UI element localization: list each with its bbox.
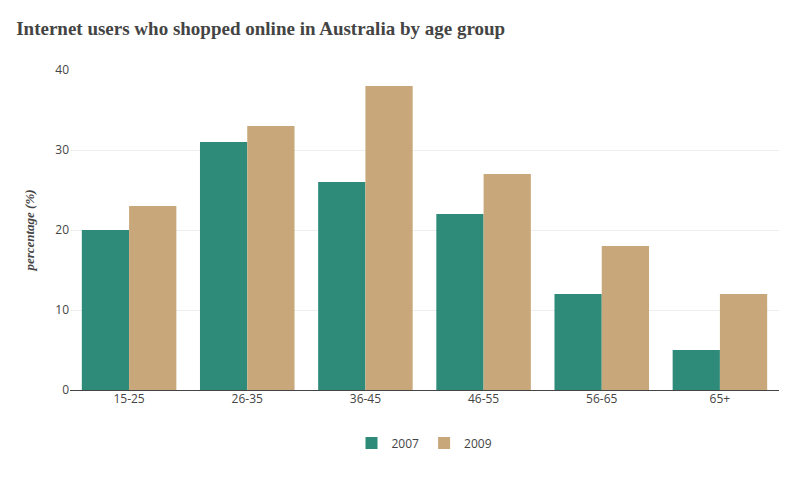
svg-text:65+: 65+ xyxy=(710,390,731,407)
svg-text:30: 30 xyxy=(55,141,69,158)
svg-text:15-25: 15-25 xyxy=(113,390,144,407)
svg-text:46-55: 46-55 xyxy=(468,390,499,407)
svg-text:2009: 2009 xyxy=(464,435,492,452)
svg-text:2007: 2007 xyxy=(392,435,420,452)
svg-text:20: 20 xyxy=(55,221,69,238)
svg-text:Internet users who shopped onl: Internet users who shopped online in Aus… xyxy=(16,18,505,39)
svg-text:0: 0 xyxy=(62,381,69,398)
svg-text:10: 10 xyxy=(55,301,69,318)
svg-text:56-65: 56-65 xyxy=(586,390,617,407)
svg-text:percentage (%): percentage (%) xyxy=(22,189,37,271)
svg-text:40: 40 xyxy=(55,61,69,78)
svg-text:26-35: 26-35 xyxy=(232,390,263,407)
svg-text:36-45: 36-45 xyxy=(350,390,381,407)
